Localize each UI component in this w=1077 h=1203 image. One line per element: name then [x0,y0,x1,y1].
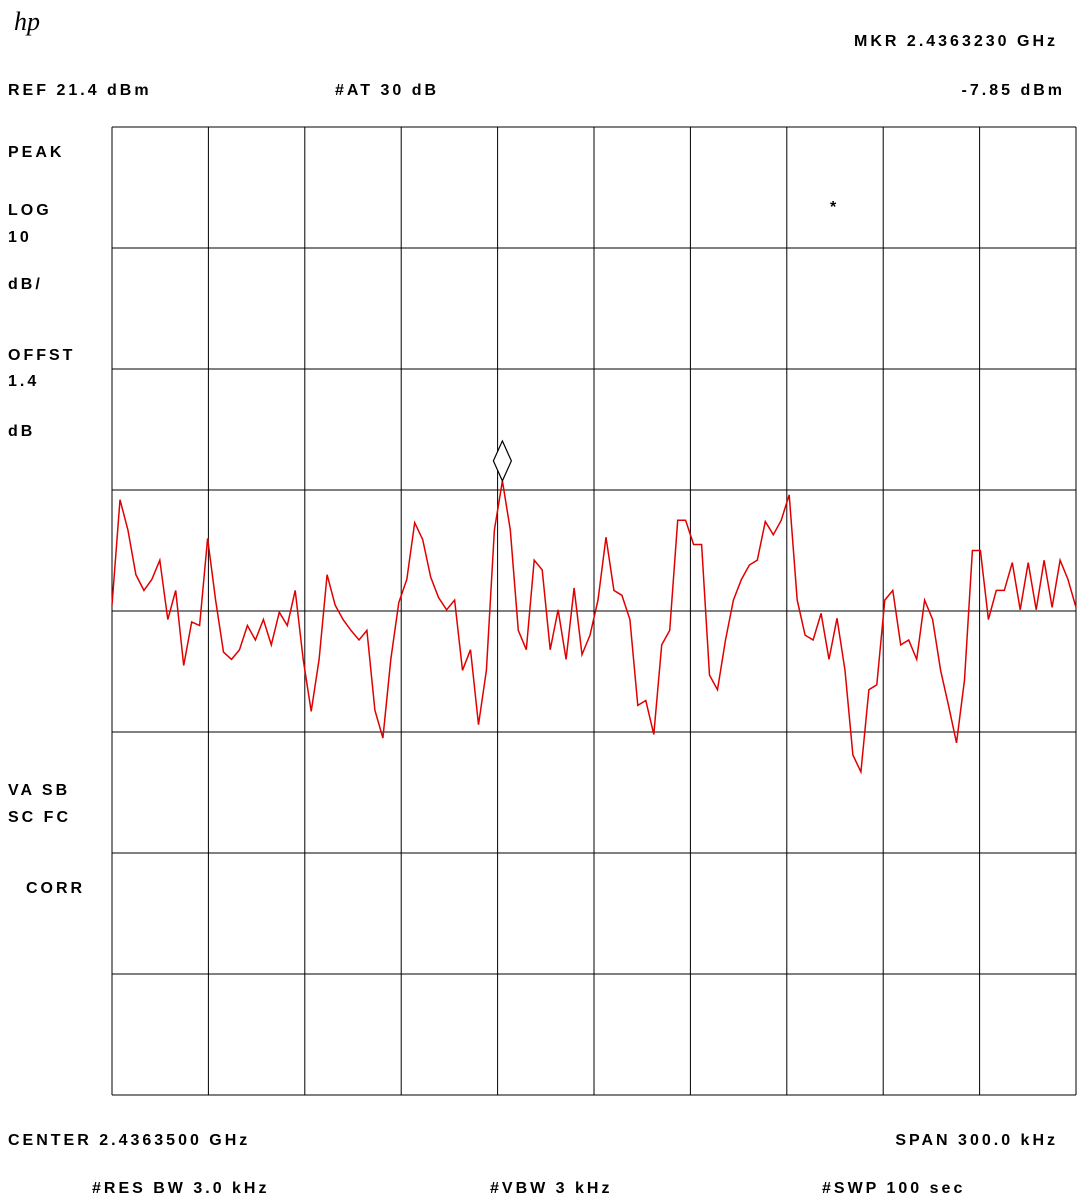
sweep: #SWP 100 sec [822,1180,965,1197]
marker-amplitude: -7.85 dBm [962,82,1065,99]
res-bw: #RES BW 3.0 kHz [92,1180,269,1197]
side-label: SC FC [8,809,71,826]
side-label: VA SB [8,782,70,799]
attenuation: #AT 30 dB [335,82,439,99]
marker-frequency: MKR 2.4363230 GHz [854,33,1058,50]
side-label: PEAK [8,144,64,161]
vbw: #VBW 3 kHz [490,1180,612,1197]
center-frequency: CENTER 2.4363500 GHz [8,1132,250,1149]
side-label: dB [8,423,35,440]
star: * [830,199,839,216]
span: SPAN 300.0 kHz [895,1132,1058,1149]
side-label: 1.4 [8,373,39,390]
marker-diamond [492,439,513,483]
side-label: OFFST [8,347,75,364]
side-label: 10 [8,229,32,246]
side-label: CORR [26,880,85,897]
side-label: LOG [8,202,52,219]
logo: hp [14,7,40,36]
side-label: dB/ [8,276,43,293]
trace [111,480,1077,775]
ref-level: REF 21.4 dBm [8,82,152,99]
